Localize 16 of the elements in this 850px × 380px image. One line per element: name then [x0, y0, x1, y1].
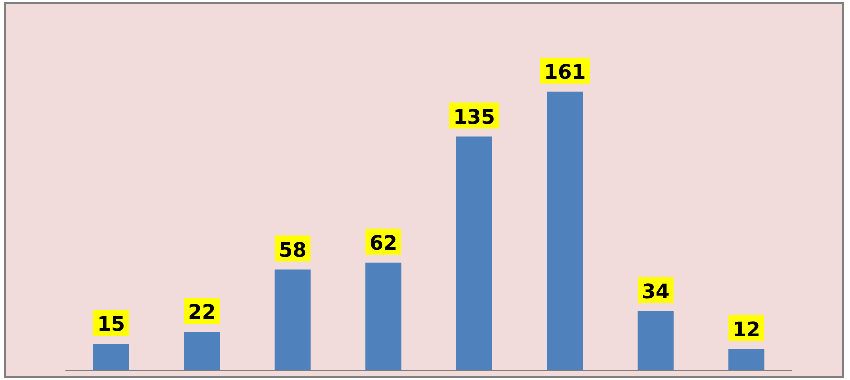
bar: [93, 344, 130, 370]
bar: [366, 262, 402, 370]
bar: [638, 311, 674, 370]
data-label: 15: [97, 312, 126, 336]
data-label: 161: [544, 60, 586, 84]
bar: [728, 349, 765, 370]
data-label: 12: [732, 317, 761, 342]
bar: [274, 270, 311, 370]
data-label: 22: [188, 300, 216, 324]
bar: [456, 136, 492, 370]
data-label: 62: [370, 230, 398, 255]
data-label: 34: [642, 279, 670, 304]
bar: [547, 92, 584, 370]
data-label: 135: [454, 104, 496, 129]
bar: [184, 332, 220, 370]
data-label: 58: [278, 238, 307, 262]
